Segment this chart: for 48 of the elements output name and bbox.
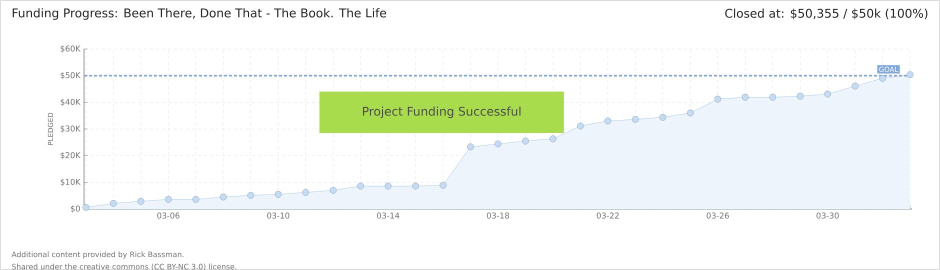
point	[659, 114, 666, 121]
point	[550, 135, 556, 142]
point	[796, 92, 804, 100]
point	[192, 196, 200, 203]
x-tick-label: 03-18	[486, 212, 510, 219]
point	[852, 82, 859, 90]
point	[82, 204, 90, 211]
point	[330, 186, 337, 194]
x-tick-label: 03-30	[816, 212, 839, 219]
point	[220, 194, 227, 200]
point	[247, 192, 254, 199]
annotation: Project Funding Successful	[362, 106, 520, 118]
point	[769, 94, 776, 101]
point	[412, 182, 419, 190]
y-tick-label: $30K	[60, 125, 81, 133]
point	[632, 116, 639, 123]
point	[110, 200, 117, 207]
chart-title: Funding Progress: Been There, Done That - The Book. The Life	[12, 8, 386, 20]
point	[137, 198, 144, 205]
point	[577, 122, 584, 130]
point	[302, 189, 310, 196]
point	[440, 182, 446, 189]
point	[274, 190, 282, 198]
point	[604, 118, 612, 124]
x-tick-label: 03-22	[596, 212, 619, 219]
point	[879, 74, 886, 82]
y-tick-label: $60K	[60, 45, 81, 53]
point	[467, 143, 474, 150]
point	[742, 94, 749, 101]
point	[384, 182, 392, 190]
x-tick-label: 03-06	[157, 212, 180, 219]
y-tick-label: $40K	[60, 98, 81, 106]
point	[824, 90, 832, 98]
x-tick-label: 03-14	[377, 212, 400, 219]
point	[906, 71, 914, 78]
x-tick-label: 03-10	[267, 212, 290, 219]
y-tick-label: $0	[70, 205, 80, 213]
y-tick-label: $10K	[60, 178, 81, 186]
point	[686, 110, 694, 116]
point	[522, 138, 529, 144]
point	[357, 182, 364, 190]
chart-subtitle: Closed at: $50,355 / $50k (100%)	[725, 8, 928, 20]
y-tick-label: $20K	[60, 152, 81, 160]
point	[164, 196, 172, 203]
point	[714, 96, 722, 103]
x-tick-label: 03-26	[706, 212, 729, 219]
y-tick-label: $50K	[60, 72, 81, 80]
point	[494, 140, 502, 148]
